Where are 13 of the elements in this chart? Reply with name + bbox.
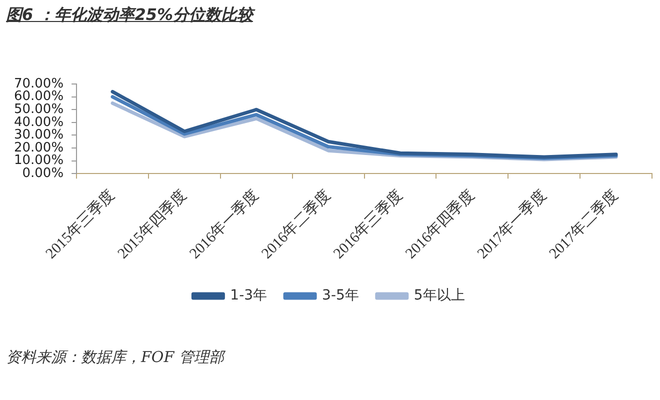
- y-tick-label: 30.00%: [14, 128, 64, 143]
- y-tick-label: 70.00%: [14, 76, 64, 92]
- text: 资料来源：数据库，FOF 管理部: [6, 348, 224, 367]
- chart-title: 图6 ：年化波动率25%分位数比较: [6, 5, 253, 26]
- y-tick-label: 60.00%: [14, 89, 64, 104]
- y-tick-label: 10.00%: [14, 153, 64, 168]
- y-tick-label: 0.00%: [22, 166, 64, 182]
- y-tick-label: 20.00%: [14, 140, 64, 156]
- legend-label: 1-3年: [230, 288, 268, 304]
- legend-label: 3-5年: [322, 288, 359, 304]
- y-tick-label: 40.00%: [14, 114, 64, 130]
- y-tick-label: 50.00%: [14, 102, 64, 117]
- legend-label: 5年以上: [414, 288, 465, 304]
